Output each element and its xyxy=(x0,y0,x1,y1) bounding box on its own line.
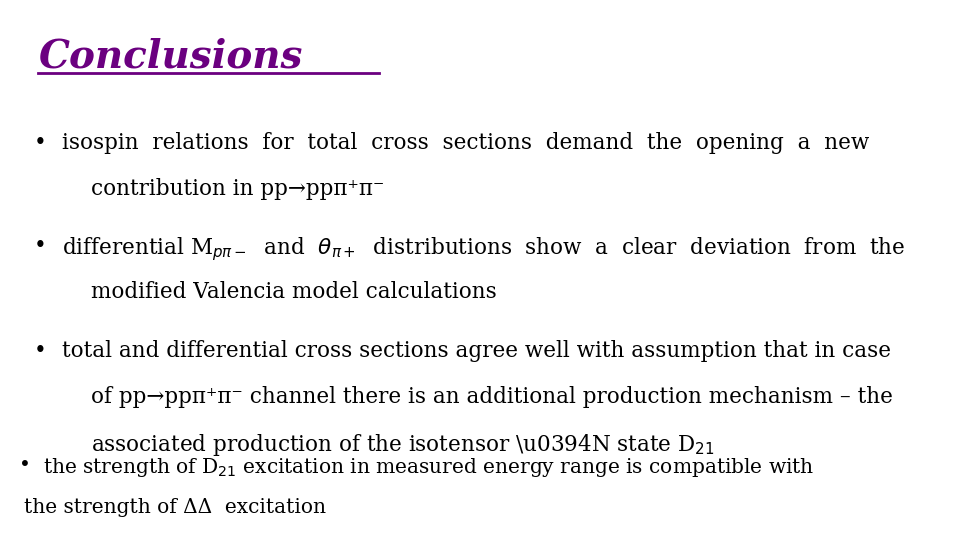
Text: contribution in pp→ppπ⁺π⁻: contribution in pp→ppπ⁺π⁻ xyxy=(91,178,385,200)
Text: Conclusions: Conclusions xyxy=(38,38,302,76)
Text: total and differential cross sections agree well with assumption that in case: total and differential cross sections ag… xyxy=(62,340,892,362)
Text: modified Valencia model calculations: modified Valencia model calculations xyxy=(91,281,497,303)
Text: of pp→ppπ⁺π⁻ channel there is an additional production mechanism – the: of pp→ppπ⁺π⁻ channel there is an additio… xyxy=(91,386,893,408)
Text: the strength of D$_{21}$ excitation in measured energy range is compatible with: the strength of D$_{21}$ excitation in m… xyxy=(43,456,815,480)
Text: isospin  relations  for  total  cross  sections  demand  the  opening  a  new: isospin relations for total cross sectio… xyxy=(62,132,870,154)
Text: associated production of the isotensor \u0394N state D$_{21}$: associated production of the isotensor \… xyxy=(91,432,715,458)
Text: •: • xyxy=(19,456,31,475)
Text: differential M$_{p\pi-}$  and  $\theta_{\pi+}$  distributions  show  a  clear  d: differential M$_{p\pi-}$ and $\theta_{\p… xyxy=(62,235,905,262)
Text: •: • xyxy=(34,132,46,154)
Text: the strength of ΔΔ  excitation: the strength of ΔΔ excitation xyxy=(24,498,326,517)
Text: •: • xyxy=(34,235,46,257)
Text: •: • xyxy=(34,340,46,362)
